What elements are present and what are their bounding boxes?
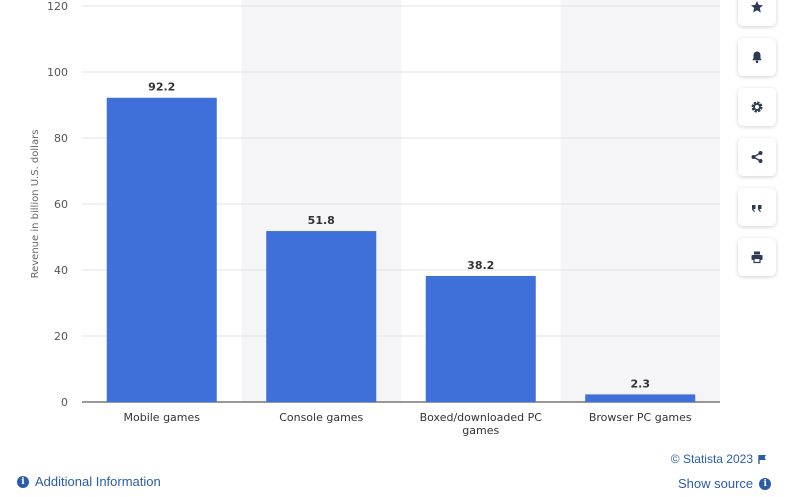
bar[interactable]: [585, 394, 696, 402]
quote-icon: [752, 205, 762, 212]
chart-labels: 0 20 40 60 80 100 120 92.2 Mobile games 51.8 Conso…: [47, 0, 692, 437]
cite-button[interactable]: [738, 188, 776, 226]
print-button[interactable]: [738, 238, 776, 276]
share-button[interactable]: [738, 138, 776, 176]
data-label: 2.3: [631, 377, 651, 390]
notification-button[interactable]: [738, 38, 776, 76]
data-label: 92.2: [148, 81, 175, 94]
print-icon: [751, 251, 763, 264]
flag-icon: [758, 455, 766, 464]
favorite-button[interactable]: [738, 0, 776, 26]
data-label: 51.8: [308, 214, 335, 227]
bar-chart: 0 20 40 60 80 100 120 92.2 Mobile games 51.8 Conso…: [30, 0, 720, 437]
info-icon: i: [759, 477, 772, 490]
share-icon: [751, 151, 763, 163]
show-source-label: Show source: [678, 476, 754, 491]
x-tick-label: Browser PC games: [589, 411, 692, 424]
x-tick-label: Console games: [279, 411, 363, 424]
gear-icon: [751, 101, 763, 113]
y-tick-label: 120: [47, 0, 68, 13]
y-tick-label: 80: [54, 132, 68, 145]
statista-credit[interactable]: © Statista 2023: [671, 452, 767, 466]
additional-information-link[interactable]: i Additional Information: [17, 474, 161, 489]
y-tick-label: 100: [47, 66, 68, 79]
chart-bars: [106, 97, 696, 403]
settings-button[interactable]: [738, 88, 776, 126]
y-tick-label: 60: [54, 198, 68, 211]
y-tick-label: 20: [54, 330, 68, 343]
y-tick-label: 0: [61, 396, 68, 409]
bar[interactable]: [106, 97, 217, 403]
bell-icon: [752, 51, 762, 64]
star-icon: [751, 1, 763, 13]
alternate-band: [560, 0, 720, 402]
show-source-link[interactable]: Show source i: [678, 476, 772, 491]
data-label: 38.2: [467, 259, 494, 272]
info-icon: i: [17, 475, 29, 488]
x-tick-label: Mobile games: [123, 411, 200, 424]
credit-label: © Statista 2023: [670, 452, 753, 466]
x-tick-label: Boxed/downloaded PC games: [420, 411, 543, 437]
bar[interactable]: [425, 275, 536, 402]
y-axis-label: Revenue in billion U.S. dollars: [30, 130, 41, 279]
y-tick-label: 40: [54, 264, 68, 277]
additional-information-label: Additional Information: [35, 474, 161, 489]
bar[interactable]: [266, 231, 377, 402]
